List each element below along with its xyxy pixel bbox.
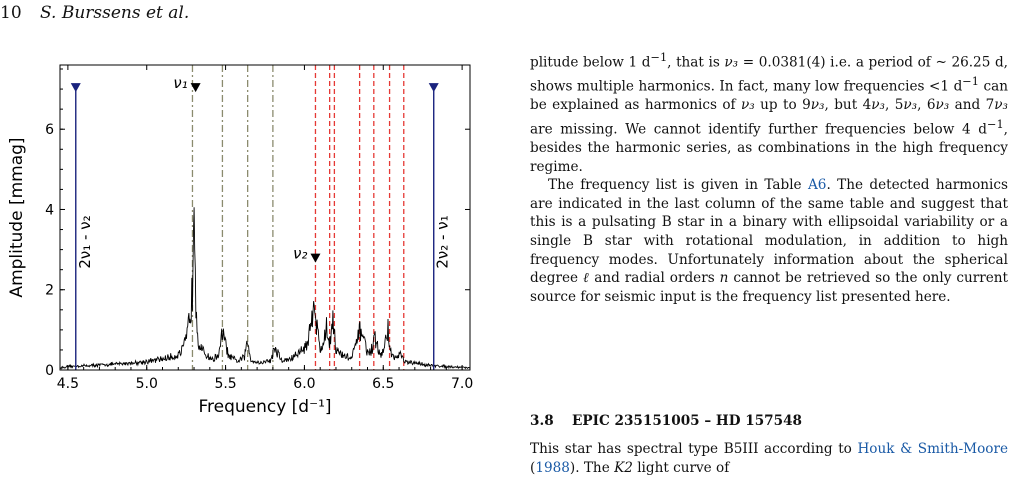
combination-label-2: 2ν₂ - ν₁ <box>434 215 452 268</box>
x-axis-label: Frequency [d⁻¹] <box>198 397 331 417</box>
y-tick-label-1: 0 <box>45 363 54 379</box>
year-reference-link[interactable]: 1988 <box>535 459 570 476</box>
page-number: 10 <box>0 3 22 23</box>
section-title: EPIC 235151005 – HD 157548 <box>572 413 802 429</box>
combination-marker-2 <box>428 83 439 93</box>
x-tick-label-6: 7.0 <box>451 376 473 392</box>
table-a6-link[interactable]: A6 <box>807 177 827 194</box>
combination-label-1: 2ν₁ - ν₂ <box>76 215 94 268</box>
x-tick-label-2: 5.0 <box>136 376 158 392</box>
text-column: plitude below 1 d−1, that is ν₃ = 0.0381… <box>530 48 1008 306</box>
combination-marker-1 <box>70 83 81 93</box>
paragraph-frequency-list: The frequency list is given in Table A6.… <box>530 177 1008 305</box>
x-tick-label-1: 4.5 <box>57 376 79 392</box>
running-authors: S. Burssens et al. <box>40 3 190 23</box>
peak-marker-2 <box>310 253 321 263</box>
x-tick-label-4: 6.0 <box>293 376 315 392</box>
y-tick-label-4: 6 <box>45 122 54 138</box>
paragraph-harmonics: plitude below 1 d−1, that is ν₃ = 0.0381… <box>530 50 1008 175</box>
section-number: 3.8 <box>530 413 554 429</box>
y-tick-label-3: 4 <box>45 202 54 218</box>
y-axis-label: Amplitude [mmag] <box>7 137 27 297</box>
plot-frame <box>59 64 471 371</box>
peak-marker-1 <box>190 83 201 93</box>
paragraph-spectral-type: This star has spectral type B5III accord… <box>530 441 1008 476</box>
periodogram-series <box>59 207 471 370</box>
section-text: This star has spectral type B5III accord… <box>530 440 1008 477</box>
periodogram-figure: 2ν₁ - ν₂ 2ν₂ - ν₁ ν₁ ν₂ 4.5 5.0 5.5 6.0 6.5 7.0 0 2… <box>7 64 473 417</box>
y-tick-label-2: 2 <box>45 283 54 299</box>
x-tick-label-5: 6.5 <box>372 376 394 392</box>
running-header: 10 S. Burssens et al. <box>0 3 189 23</box>
section-heading: 3.8 EPIC 235151005 – HD 157548 <box>530 413 802 429</box>
peak-label-1: ν₁ <box>173 74 187 92</box>
x-tick-label-3: 5.5 <box>214 376 236 392</box>
peak-label-2: ν₂ <box>293 245 307 263</box>
houk-reference-link[interactable]: Houk & Smith-Moore <box>857 441 1008 457</box>
